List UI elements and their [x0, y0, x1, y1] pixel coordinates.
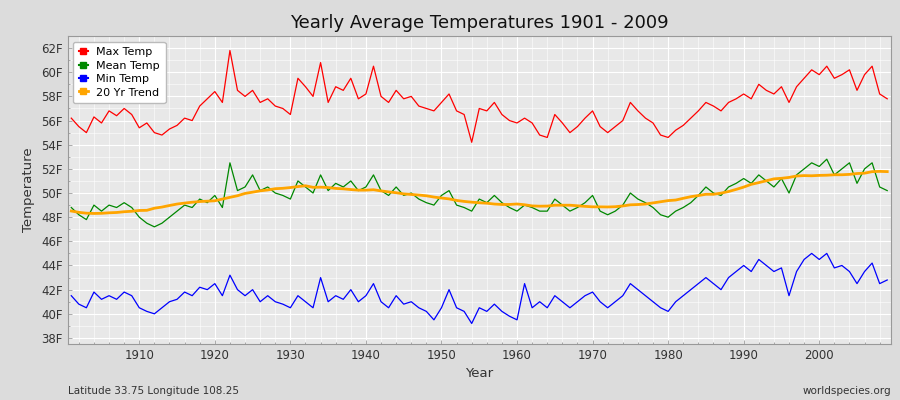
- X-axis label: Year: Year: [465, 368, 493, 380]
- Text: worldspecies.org: worldspecies.org: [803, 386, 891, 396]
- Y-axis label: Temperature: Temperature: [22, 148, 35, 232]
- Text: Latitude 33.75 Longitude 108.25: Latitude 33.75 Longitude 108.25: [68, 386, 238, 396]
- Title: Yearly Average Temperatures 1901 - 2009: Yearly Average Temperatures 1901 - 2009: [290, 14, 669, 32]
- Legend: Max Temp, Mean Temp, Min Temp, 20 Yr Trend: Max Temp, Mean Temp, Min Temp, 20 Yr Tre…: [73, 42, 166, 103]
